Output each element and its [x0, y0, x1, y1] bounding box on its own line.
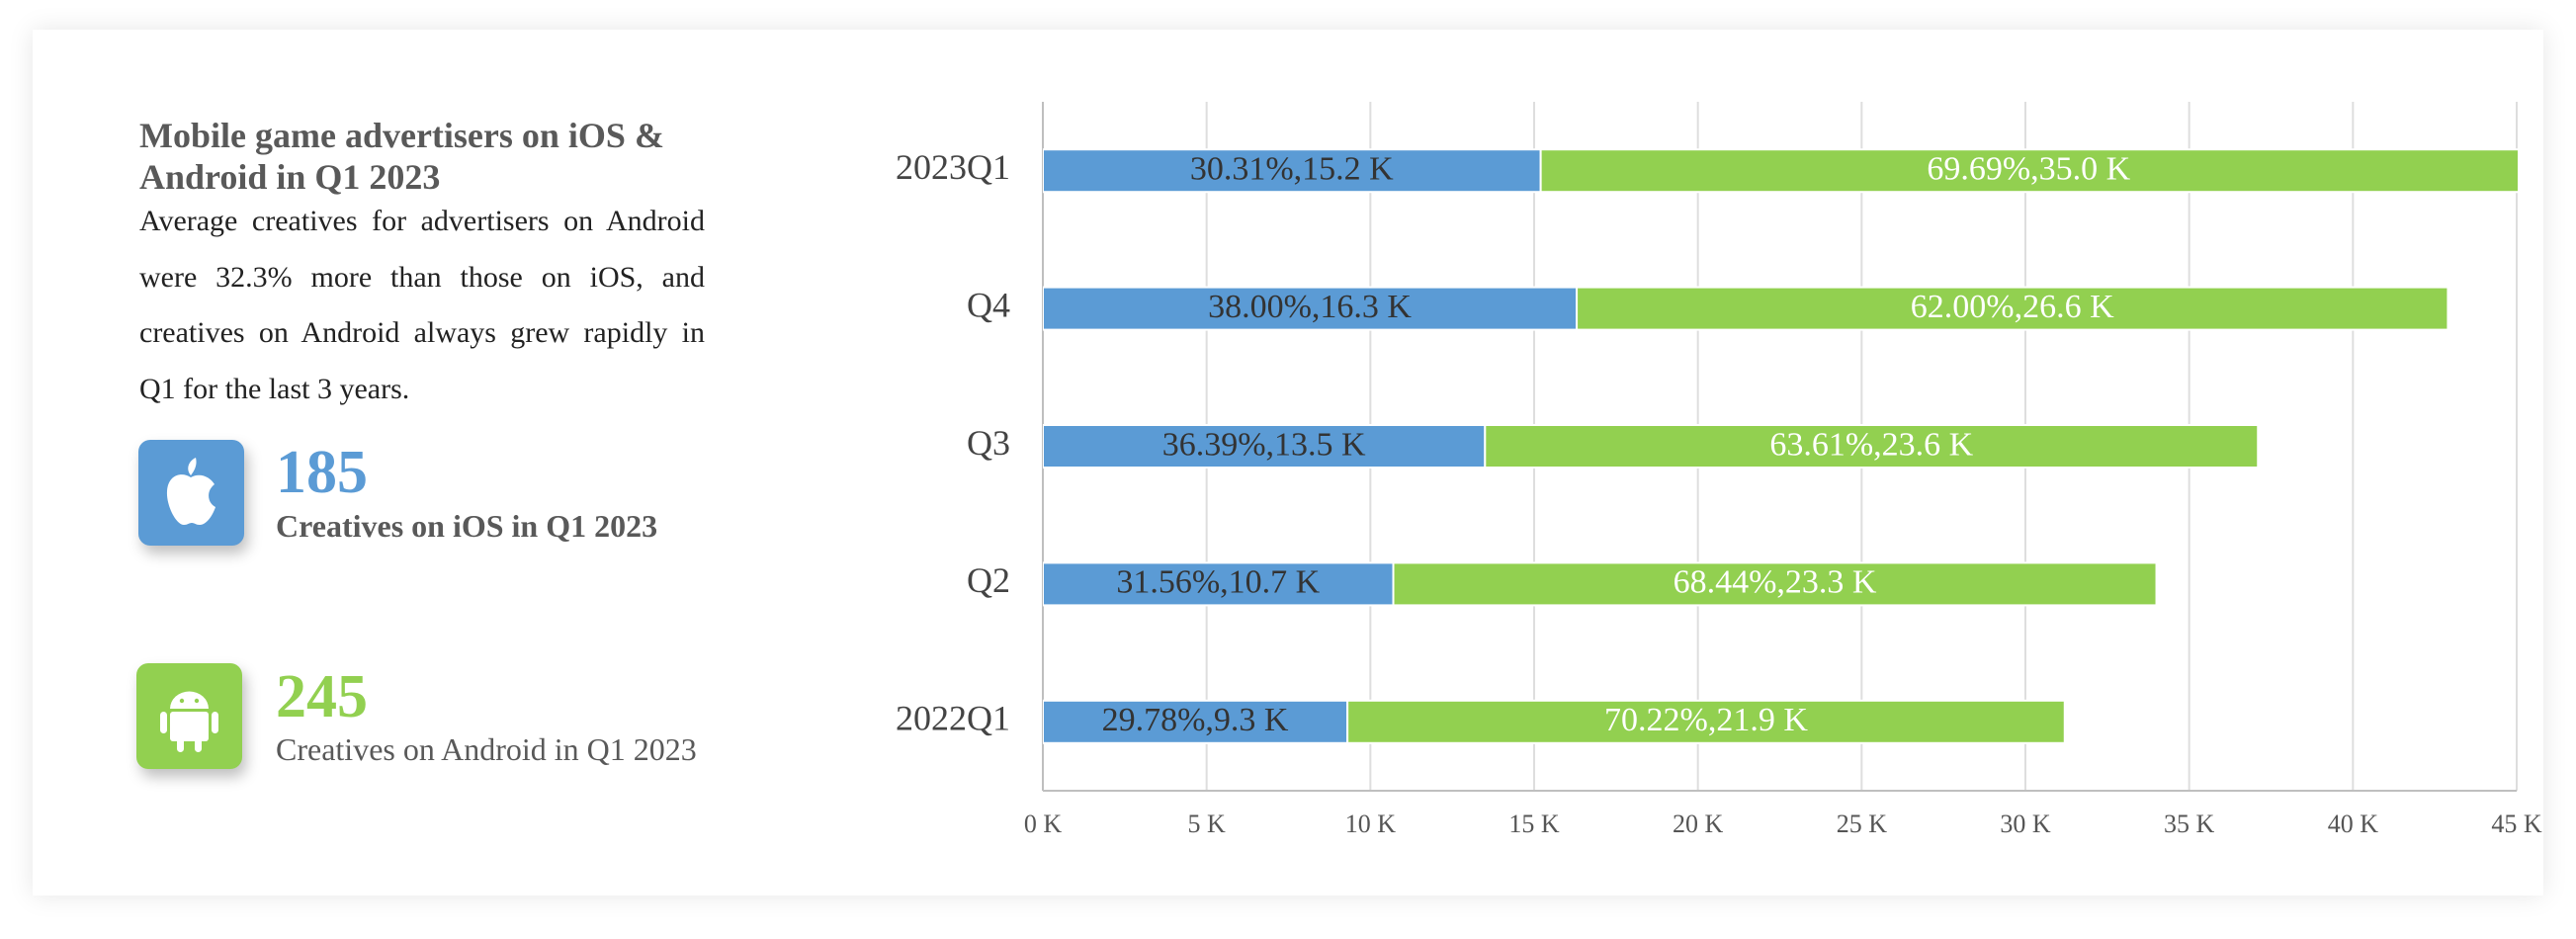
- bars: [1043, 148, 2518, 744]
- bar-segment: [1392, 561, 2158, 607]
- description: Average creatives for advertisers on And…: [139, 205, 705, 405]
- ios-label: Creatives on iOS in Q1 2023: [276, 508, 658, 544]
- bar-segment: [1539, 148, 2518, 194]
- x-tick-label: 30 K: [2000, 810, 2051, 838]
- bar-segment: [1346, 699, 2066, 744]
- bar-segment: [1043, 561, 1395, 607]
- ios-count: 185: [276, 439, 368, 506]
- x-tick-label: 45 K: [2491, 810, 2542, 838]
- x-tick-label: 0 K: [1024, 810, 1063, 838]
- android-count: 245: [276, 663, 368, 730]
- bar-label: 31.56%,10.7 K: [1116, 564, 1320, 601]
- x-tick-label: 5 K: [1188, 810, 1227, 838]
- x-tick-label: 25 K: [1837, 810, 1888, 838]
- bar-segment: [1576, 286, 2449, 331]
- bar-label: 63.61%,23.6 K: [1769, 426, 1973, 463]
- ios-icon: [138, 440, 244, 546]
- bar-label: 68.44%,23.3 K: [1674, 564, 1877, 601]
- y-tick-label: 2022Q1: [896, 699, 1010, 738]
- bar-segment: [1043, 699, 1349, 744]
- y-tick-label: Q3: [967, 423, 1010, 463]
- title: Mobile game advertisers on iOS & Android…: [139, 116, 664, 197]
- x-tick-label: 20 K: [1673, 810, 1724, 838]
- bar-label: 36.39%,13.5 K: [1162, 426, 1366, 463]
- bar-segment: [1484, 424, 2260, 469]
- bar-label: 38.00%,16.3 K: [1208, 289, 1412, 325]
- x-tick-label: 40 K: [2328, 810, 2379, 838]
- x-tick-label: 10 K: [1345, 810, 1397, 838]
- bar-label: 70.22%,21.9 K: [1604, 702, 1808, 738]
- bar-label: 62.00%,26.6 K: [1911, 289, 2114, 325]
- bar-segment: [1043, 424, 1487, 469]
- android-label: Creatives on Android in Q1 2023: [276, 731, 697, 767]
- y-tick-label: Q2: [967, 560, 1010, 600]
- android-icon: [136, 663, 242, 769]
- bar-label: 29.78%,9.3 K: [1102, 702, 1289, 738]
- x-tick-label: 15 K: [1508, 810, 1560, 838]
- bar-label: 30.31%,15.2 K: [1190, 150, 1394, 187]
- bar-label: 69.69%,35.0 K: [1927, 150, 2130, 187]
- y-tick-label: 2023Q1: [896, 147, 1010, 187]
- x-tick-label: 35 K: [2164, 810, 2215, 838]
- y-tick-label: Q4: [967, 285, 1010, 324]
